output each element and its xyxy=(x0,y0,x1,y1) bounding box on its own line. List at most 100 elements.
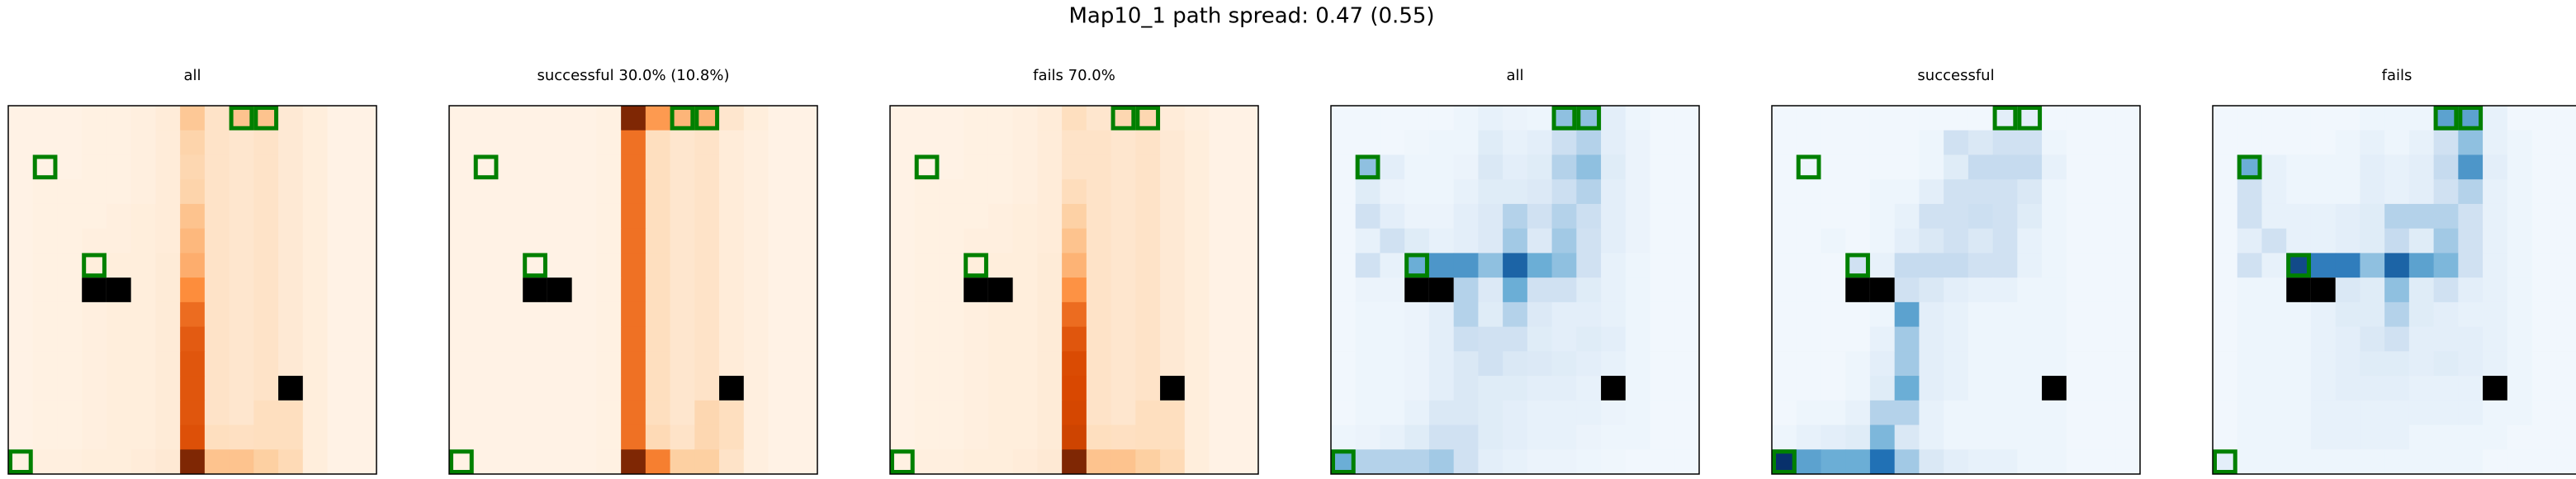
heat-cell xyxy=(2213,253,2238,278)
heat-cell xyxy=(1601,400,1627,426)
heat-cell xyxy=(621,326,646,352)
heat-cell xyxy=(180,424,206,450)
obstacle xyxy=(106,277,131,302)
heat-cell xyxy=(1428,424,1455,450)
heat-cell xyxy=(1650,179,1675,205)
heat-cell xyxy=(1453,154,1479,180)
heat-cell xyxy=(57,326,83,352)
heat-cell xyxy=(1404,301,1430,328)
heat-cell xyxy=(1453,449,1479,475)
heat-cell xyxy=(914,203,940,230)
heat-cell xyxy=(2335,179,2361,205)
heat-cell xyxy=(2507,203,2533,230)
heat-cell xyxy=(1968,376,1994,401)
heat-cell xyxy=(571,130,597,155)
heat-cell xyxy=(939,130,964,155)
panel: all xyxy=(7,67,377,475)
heat-cell xyxy=(2483,326,2508,352)
heat-cell xyxy=(939,154,964,180)
heat-cell xyxy=(327,130,353,155)
heat-cell xyxy=(1551,253,1577,278)
heat-cell xyxy=(523,326,548,352)
heat-cell xyxy=(1135,228,1161,254)
heat-cell xyxy=(229,130,254,155)
heat-cell xyxy=(2556,179,2576,205)
heat-cell xyxy=(32,424,58,450)
heat-cell xyxy=(1062,424,1087,450)
heat-cell xyxy=(1478,351,1503,377)
heat-cell xyxy=(2261,301,2287,328)
heat-cell xyxy=(890,277,916,303)
heat-cell xyxy=(2310,351,2337,377)
heat-cell xyxy=(57,154,83,180)
heat-cell xyxy=(2335,203,2361,230)
heat-cell xyxy=(352,179,377,205)
heat-cell xyxy=(719,326,745,352)
heat-cell xyxy=(793,130,818,155)
heat-cell xyxy=(2115,277,2141,303)
heat-cell xyxy=(473,130,499,155)
heat-cell xyxy=(1404,228,1430,254)
heat-cell xyxy=(1625,228,1651,254)
heat-cell xyxy=(57,277,83,303)
heat-cell xyxy=(2556,253,2576,278)
heat-cell xyxy=(1086,277,1112,303)
heat-cell xyxy=(229,301,254,328)
heat-cell xyxy=(1404,376,1430,401)
goal-marker xyxy=(1110,106,1136,130)
heat-cell xyxy=(890,301,916,328)
heat-cell xyxy=(1527,253,1553,278)
heat-cell xyxy=(278,277,304,303)
heat-cell xyxy=(1160,351,1186,377)
heat-cell xyxy=(2213,203,2238,230)
heat-cell xyxy=(596,203,622,230)
heat-cell xyxy=(1209,301,1234,328)
heat-cell xyxy=(2507,106,2533,131)
goal-marker xyxy=(8,449,33,474)
heat-cell xyxy=(57,106,83,131)
heat-cell xyxy=(1503,253,1528,278)
obstacle xyxy=(719,376,744,401)
heat-cell xyxy=(1772,228,1797,254)
heat-cell xyxy=(914,326,940,352)
heat-cell xyxy=(2017,301,2043,328)
heat-cell xyxy=(180,400,206,426)
heat-cell xyxy=(130,449,156,475)
heat-cell xyxy=(1944,203,1969,230)
heat-cell xyxy=(1894,301,1920,328)
heat-cell xyxy=(2237,326,2262,352)
heat-cell xyxy=(2017,203,2043,230)
heat-cell xyxy=(1110,400,1136,426)
heat-cell xyxy=(302,301,329,328)
heat-cell xyxy=(1944,400,1969,426)
heat-cell xyxy=(8,400,34,426)
heat-cell xyxy=(2237,400,2262,426)
heat-cell xyxy=(204,179,230,205)
heat-cell xyxy=(890,424,916,450)
heat-cell xyxy=(2213,376,2238,401)
heat-cell xyxy=(1209,449,1234,475)
heat-cell xyxy=(57,400,83,426)
heat-cell xyxy=(621,228,646,254)
heat-cell xyxy=(204,203,230,230)
heat-cell xyxy=(2531,277,2557,303)
heat-cell xyxy=(1331,351,1357,377)
heat-cell xyxy=(1601,449,1627,475)
heat-cell xyxy=(596,228,622,254)
heat-cell xyxy=(2458,253,2484,278)
heat-cell xyxy=(2261,326,2287,352)
heat-cell xyxy=(352,400,377,426)
heat-cell xyxy=(1944,449,1969,475)
heat-cell xyxy=(2261,179,2287,205)
heat-cell xyxy=(57,376,83,401)
panel-frame xyxy=(1330,105,1700,475)
heat-cell xyxy=(596,424,622,450)
heat-cell xyxy=(82,179,107,205)
heat-cell xyxy=(2556,326,2576,352)
heat-cell xyxy=(32,203,58,230)
heat-cell xyxy=(1894,106,1920,131)
heat-cell xyxy=(1110,376,1136,401)
heat-cell xyxy=(523,424,548,450)
heat-cell xyxy=(449,179,475,205)
heat-cell xyxy=(1576,228,1602,254)
